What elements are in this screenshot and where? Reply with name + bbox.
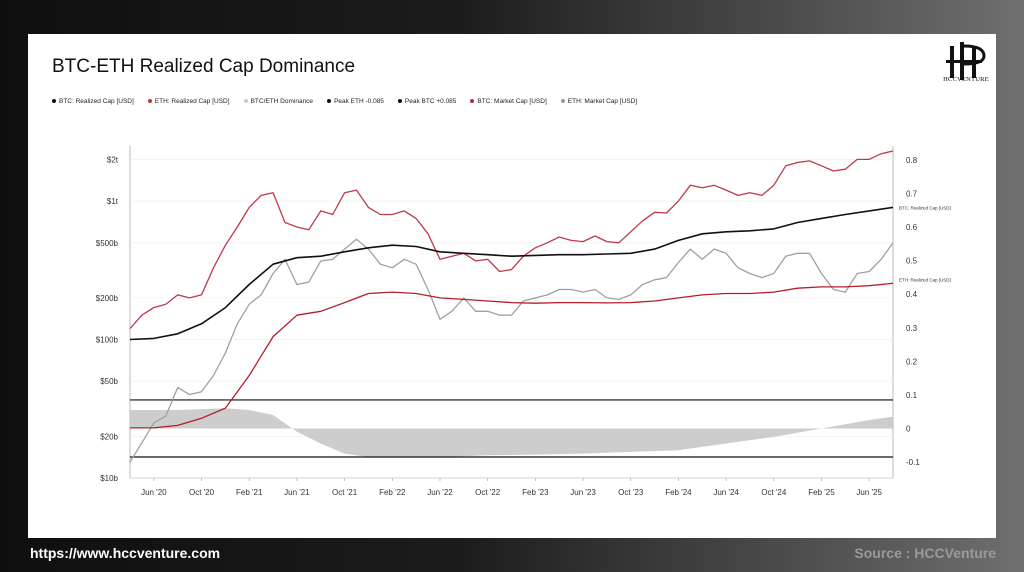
x-tick-label: Oct '21 — [332, 488, 358, 497]
legend-item[interactable]: ETH: Market Cap [USD] — [560, 97, 638, 105]
y2-tick-label: 0.5 — [906, 257, 918, 266]
x-tick-label: Feb '21 — [236, 488, 263, 497]
legend-dot — [397, 99, 402, 103]
eth-market-cap-line — [129, 238, 894, 463]
y-tick-label: $500b — [96, 239, 119, 248]
chart-legend: BTC: Realized Cap [USD] ETH: Realized Cap… — [52, 94, 637, 108]
x-tick-label: Jun '20 — [141, 488, 167, 497]
y2-tick-label: 0.3 — [906, 324, 918, 333]
legend-item[interactable]: Peak ETH -0.085 — [327, 98, 384, 105]
y-tick-label: $20b — [100, 432, 118, 441]
website-url[interactable]: https://www.hccventure.com — [30, 545, 221, 561]
y-tick-label: $2t — [107, 155, 119, 164]
legend-label: BTC: Market Cap [USD] — [477, 97, 547, 105]
x-tick-label: Jun '22 — [427, 488, 453, 497]
y-tick-label: $50b — [100, 377, 118, 386]
y2-tick-label: 0.2 — [906, 357, 918, 366]
hccventure-logo — [946, 42, 986, 80]
legend-dot — [243, 99, 248, 103]
x-tick-label: Jun '24 — [713, 488, 739, 497]
legend-dot — [327, 99, 332, 103]
x-tick-label: Feb '22 — [379, 488, 406, 497]
y2-tick-label: 0.8 — [906, 156, 918, 165]
y-tick-label: $10b — [100, 474, 118, 483]
x-tick-label: Oct '23 — [618, 488, 644, 497]
legend-item[interactable]: Peak BTC +0.085 — [397, 97, 457, 105]
legend-dot — [470, 99, 475, 103]
legend-label: BTC: Realized Cap [USD] — [59, 97, 134, 105]
x-tick-label: Feb '25 — [808, 488, 835, 497]
y2-tick-label: 0.4 — [906, 290, 918, 299]
x-tick-label: Jun '21 — [284, 488, 310, 497]
x-tick-label: Feb '24 — [665, 488, 692, 497]
x-tick-label: Feb '23 — [522, 488, 549, 497]
y-tick-label: $200b — [96, 294, 119, 303]
x-tick-label: Oct '20 — [189, 488, 215, 497]
x-tick-label: Oct '22 — [475, 488, 501, 497]
btc-realized-cap-line — [129, 206, 894, 341]
y-tick-label: $100b — [96, 336, 119, 345]
chart-title: BTC-ETH Realized Cap Dominance — [52, 56, 356, 77]
y2-tick-label: -0.1 — [906, 458, 920, 467]
legend-dot — [147, 99, 152, 103]
source-credit: Source : HCCVenture — [854, 545, 996, 561]
legend-label: ETH: Realized Cap [USD] — [154, 97, 230, 105]
logo-text: HCCVENTURE — [943, 76, 989, 83]
x-tick-label: Jun '23 — [570, 488, 596, 497]
legend-dot — [560, 99, 565, 103]
y2-tick-label: 0 — [906, 424, 911, 433]
btc-end-label: BTC: Realized Cap [USD] — [899, 205, 951, 210]
eth-end-label: ETH: Realized Cap [USD] — [899, 277, 951, 282]
btc-market-cap-line — [129, 150, 894, 330]
legend-label: Peak ETH -0.085 — [334, 97, 384, 105]
x-tick-label: Jun '25 — [856, 488, 882, 497]
y2-tick-label: 0.6 — [906, 223, 918, 232]
y2-tick-label: 0.1 — [906, 391, 918, 400]
legend-item[interactable]: BTC: Market Cap [USD] — [470, 97, 547, 105]
y2-tick-label: 0.7 — [906, 190, 918, 199]
legend-label: BTC/ETH Dominance — [250, 97, 314, 105]
legend-item[interactable]: BTC/ETH Dominance — [243, 97, 314, 105]
dominance-area — [130, 408, 893, 457]
y-tick-label: $1t — [107, 197, 119, 206]
legend-dot — [52, 99, 56, 103]
legend-label: Peak BTC +0.085 — [404, 97, 457, 105]
legend-item[interactable]: ETH: Realized Cap [USD] — [147, 97, 230, 105]
legend-label: ETH: Market Cap [USD] — [567, 97, 638, 105]
x-tick-label: Oct '24 — [761, 488, 787, 497]
legend-item[interactable]: BTC: Realized Cap [USD] — [52, 98, 134, 105]
eth-realized-cap-line — [130, 282, 894, 429]
